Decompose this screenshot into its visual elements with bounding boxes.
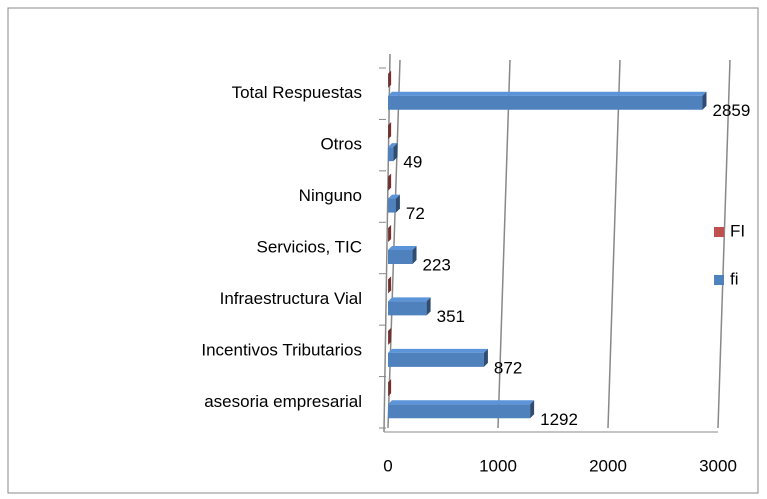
y-tick-label: Incentivos Tributarios (201, 340, 362, 359)
bar-top (388, 246, 417, 250)
bar-side (530, 400, 535, 419)
data-label: 2859 (712, 101, 750, 120)
bar-top (388, 122, 392, 126)
data-label: 72 (406, 204, 425, 223)
bar-side (395, 194, 400, 213)
bar-top (388, 194, 400, 199)
data-label: 223 (423, 255, 451, 274)
bar (388, 246, 417, 264)
data-label: 872 (494, 358, 522, 377)
bar-side (388, 276, 392, 294)
bar-top (388, 225, 392, 228)
bar-top (388, 348, 488, 353)
data-label: 351 (437, 307, 465, 326)
y-tick-label: Total Respuestas (232, 83, 362, 102)
bar-top (388, 297, 431, 302)
x-tick-label: 3000 (699, 456, 737, 475)
bar-top (388, 173, 392, 177)
y-tick-label: Servicios, TIC (257, 237, 363, 256)
bar (388, 276, 392, 294)
bar (388, 379, 392, 397)
x-tick-label: 1000 (479, 456, 517, 475)
y-tick-label: asesoria empresarial (204, 392, 362, 411)
legend-label: fi (730, 269, 739, 288)
y-tick-label: Otros (320, 135, 362, 154)
bar-side (388, 379, 392, 397)
bar-front (388, 95, 703, 110)
x-tick-label: 0 (383, 456, 392, 475)
legend-label: FI (730, 221, 745, 240)
bar (388, 348, 488, 367)
bar (388, 194, 400, 213)
bar-side (388, 122, 392, 140)
bar-top (388, 327, 392, 331)
chart-border (7, 7, 759, 494)
y-tick-label: Infraestructura Vial (220, 289, 362, 308)
bar-top (388, 379, 392, 383)
bar-top (388, 143, 398, 148)
grid-line (497, 59, 511, 429)
y-axis (383, 53, 391, 433)
bar (388, 122, 392, 140)
bar (388, 297, 431, 316)
bar-side (388, 225, 392, 242)
bar-front (388, 198, 396, 213)
bar-side (426, 297, 431, 316)
y-tick-label: Ninguno (299, 186, 362, 205)
bar (388, 173, 392, 191)
bar-top (388, 91, 707, 96)
bar-front (388, 404, 531, 419)
bar-side (393, 143, 398, 162)
bar (388, 70, 392, 88)
data-label: 49 (403, 153, 422, 172)
bar-top (388, 276, 392, 280)
grid-line (717, 59, 731, 429)
bar-side (388, 70, 392, 88)
bar-side (702, 91, 707, 110)
bar (388, 143, 398, 162)
grid-line (607, 59, 621, 429)
bar-front (388, 352, 484, 367)
bar (388, 327, 392, 345)
bar-front (388, 250, 413, 264)
bar-side (388, 327, 392, 345)
legend-swatch (714, 275, 724, 285)
bar-top (388, 400, 535, 405)
legend-swatch (714, 227, 724, 237)
bar-side (388, 173, 392, 191)
data-label: 1292 (540, 410, 578, 429)
bar-top (388, 70, 392, 74)
bar-side (483, 348, 488, 367)
bar-side (412, 246, 417, 264)
x-tick-label: 2000 (589, 456, 627, 475)
bar (388, 91, 707, 110)
bar-front (388, 301, 427, 316)
bar (388, 225, 392, 242)
bar (388, 400, 535, 419)
bar-front (388, 147, 394, 162)
